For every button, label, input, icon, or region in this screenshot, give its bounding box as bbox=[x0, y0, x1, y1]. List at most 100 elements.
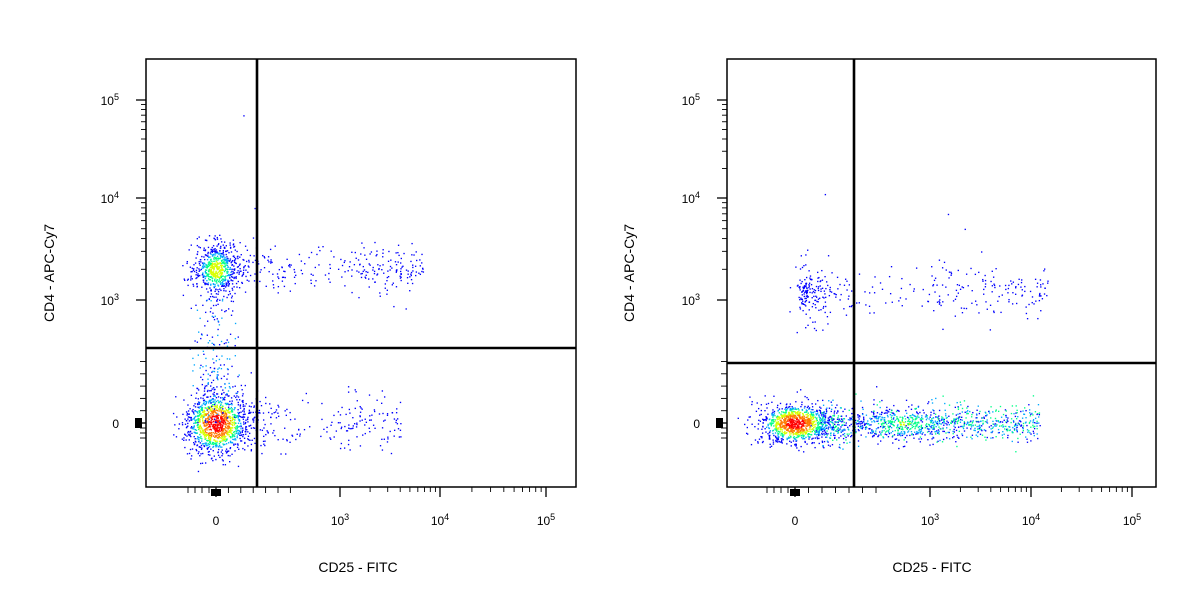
event-dot bbox=[220, 281, 221, 282]
event-dot bbox=[773, 425, 774, 426]
event-dot bbox=[223, 290, 224, 291]
event-dot bbox=[893, 417, 894, 418]
event-dot bbox=[830, 445, 831, 446]
event-dot bbox=[816, 436, 817, 437]
event-dot bbox=[222, 397, 223, 398]
event-dot bbox=[880, 426, 881, 427]
event-dot bbox=[345, 414, 346, 415]
event-dot bbox=[937, 421, 938, 422]
event-dot bbox=[761, 436, 762, 437]
event-dot bbox=[933, 427, 934, 428]
event-dot bbox=[283, 271, 284, 272]
event-dot bbox=[195, 406, 196, 407]
event-dot bbox=[926, 423, 927, 424]
event-dot bbox=[227, 258, 228, 259]
event-dot bbox=[242, 259, 243, 260]
event-dot bbox=[933, 437, 934, 438]
event-dot bbox=[220, 442, 221, 443]
event-dot bbox=[914, 408, 915, 409]
event-dot bbox=[877, 404, 878, 405]
event-dot bbox=[224, 434, 225, 435]
event-dot bbox=[838, 422, 839, 423]
event-dot bbox=[1005, 289, 1006, 290]
event-dot bbox=[955, 441, 956, 442]
event-dot bbox=[896, 416, 897, 417]
event-dot bbox=[811, 443, 812, 444]
event-dot bbox=[795, 434, 796, 435]
event-dot bbox=[969, 411, 970, 412]
event-dot bbox=[333, 415, 334, 416]
event-dot bbox=[785, 410, 786, 411]
event-dot bbox=[1003, 434, 1004, 435]
event-dot bbox=[243, 406, 244, 407]
event-dot bbox=[233, 286, 234, 287]
event-dot bbox=[780, 413, 781, 414]
event-dot bbox=[990, 305, 991, 306]
event-dot bbox=[820, 309, 821, 310]
event-dot bbox=[299, 435, 300, 436]
event-dot bbox=[831, 272, 832, 273]
event-dot bbox=[1019, 420, 1020, 421]
event-dot bbox=[200, 247, 201, 248]
event-dot bbox=[239, 399, 240, 400]
event-dot bbox=[220, 403, 221, 404]
event-dot bbox=[783, 425, 784, 426]
event-dot bbox=[960, 404, 961, 405]
event-dot bbox=[773, 419, 774, 420]
event-dot bbox=[205, 420, 206, 421]
event-dot bbox=[939, 296, 940, 297]
event-dot bbox=[902, 418, 903, 419]
event-dot bbox=[916, 267, 917, 268]
event-dot bbox=[214, 429, 215, 430]
event-dot bbox=[878, 423, 879, 424]
event-dot bbox=[904, 424, 905, 425]
event-dot bbox=[907, 427, 908, 428]
event-dot bbox=[199, 414, 200, 415]
event-dot bbox=[769, 436, 770, 437]
event-dot bbox=[221, 407, 222, 408]
event-dot bbox=[799, 432, 800, 433]
event-dot bbox=[771, 413, 772, 414]
event-dot bbox=[916, 422, 917, 423]
x-axis-label: CD25 - FITC bbox=[892, 559, 971, 575]
event-dot bbox=[901, 431, 902, 432]
event-dot bbox=[962, 312, 963, 313]
event-dot bbox=[939, 440, 940, 441]
event-dot bbox=[415, 266, 416, 267]
event-dot bbox=[196, 270, 197, 271]
event-dot bbox=[398, 428, 399, 429]
event-dot bbox=[235, 439, 236, 440]
event-dot bbox=[231, 251, 232, 252]
event-dot bbox=[850, 436, 851, 437]
event-dot bbox=[211, 420, 212, 421]
event-dot bbox=[791, 445, 792, 446]
event-dot bbox=[362, 273, 363, 274]
event-dot bbox=[928, 428, 929, 429]
event-dot bbox=[902, 419, 903, 420]
event-dot bbox=[831, 411, 832, 412]
event-dot bbox=[326, 427, 327, 428]
event-dot bbox=[830, 432, 831, 433]
event-dot bbox=[789, 424, 790, 425]
event-dot bbox=[789, 434, 790, 435]
event-dot bbox=[812, 414, 813, 415]
event-dot bbox=[1042, 298, 1043, 299]
event-dot bbox=[805, 291, 806, 292]
event-dot bbox=[220, 440, 221, 441]
event-dot bbox=[991, 432, 992, 433]
event-dot bbox=[996, 424, 997, 425]
event-dot bbox=[990, 417, 991, 418]
event-dot bbox=[892, 302, 893, 303]
event-dot bbox=[983, 289, 984, 290]
event-dot bbox=[810, 420, 811, 421]
event-dot bbox=[888, 420, 889, 421]
event-dot bbox=[234, 262, 235, 263]
event-dot bbox=[221, 426, 222, 427]
event-dot bbox=[808, 399, 809, 400]
event-dot bbox=[215, 412, 216, 413]
event-dot bbox=[932, 402, 933, 403]
event-dot bbox=[376, 255, 377, 256]
event-dot bbox=[205, 421, 206, 422]
event-dot bbox=[225, 450, 226, 451]
event-dot bbox=[825, 288, 826, 289]
